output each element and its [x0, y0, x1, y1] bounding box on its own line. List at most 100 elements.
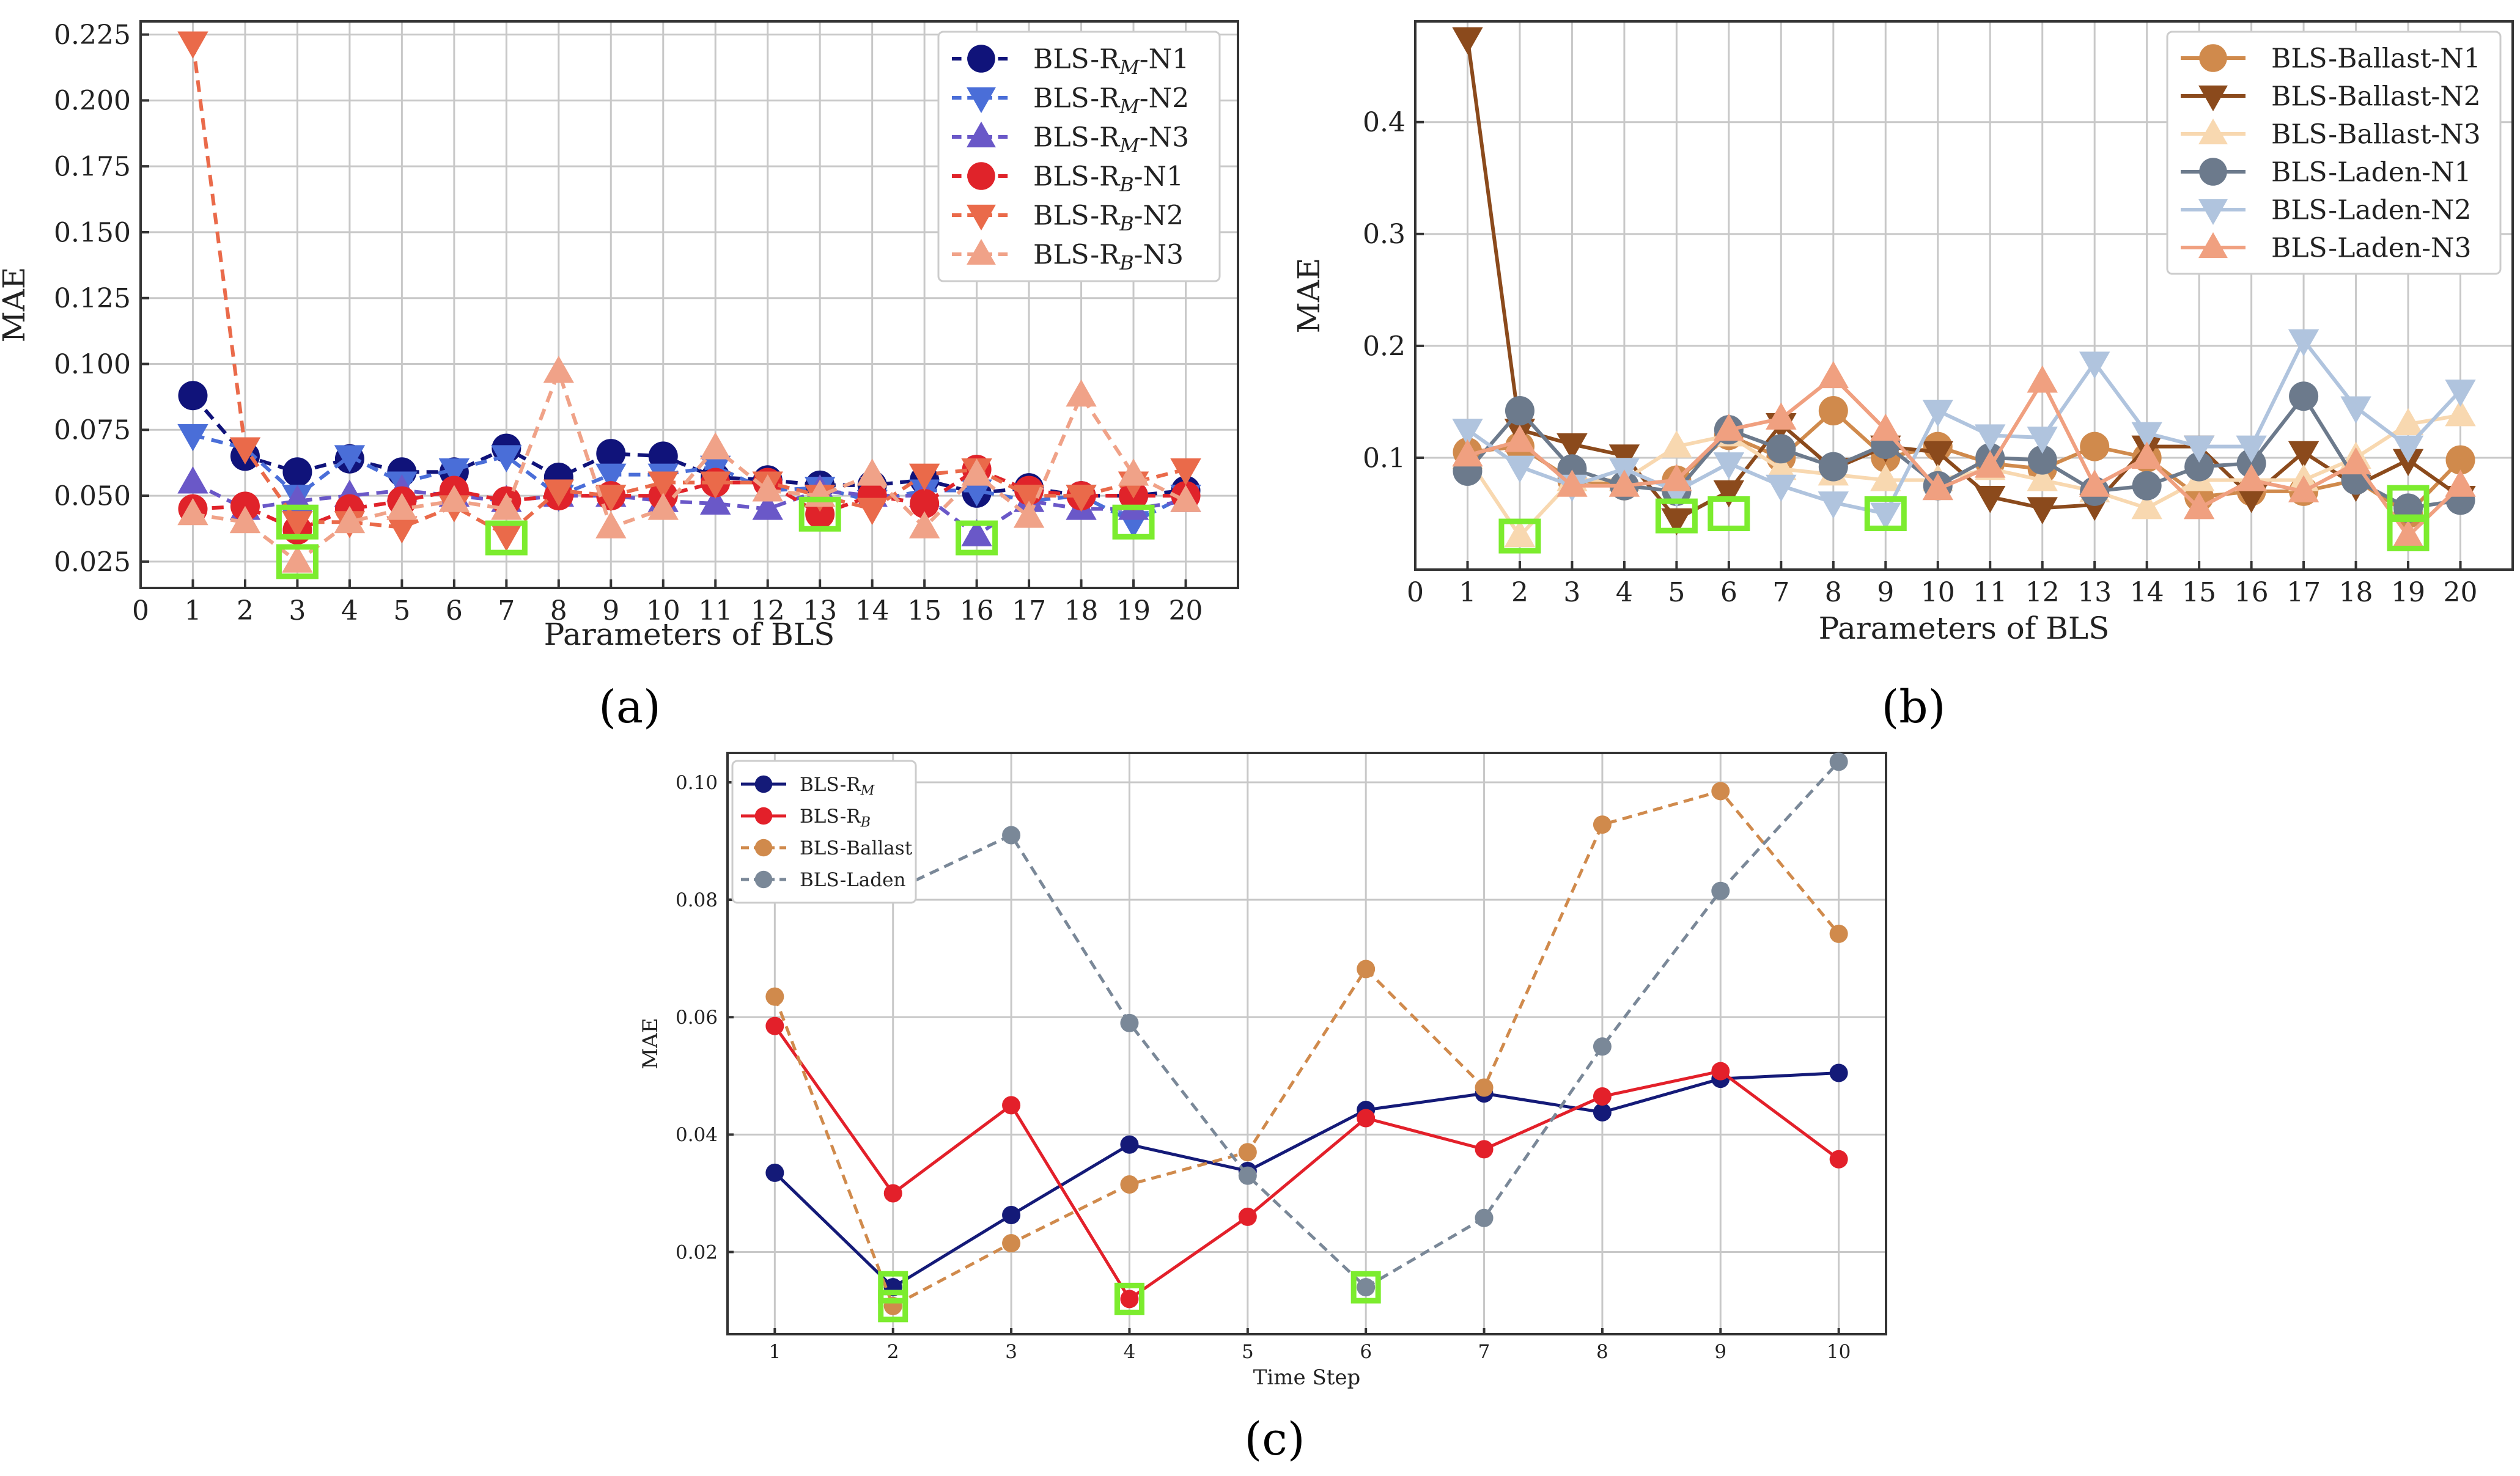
x-tick-label: 19 — [2391, 577, 2425, 608]
legend-swatch-marker — [754, 839, 773, 857]
x-tick-label: 3 — [289, 595, 306, 626]
x-tick-label: 10 — [1827, 1341, 1851, 1363]
x-axis-label: Parameters of BLS — [544, 617, 835, 652]
data-point — [752, 474, 783, 502]
x-tick-label: 9 — [602, 595, 619, 626]
y-tick-label: 0.100 — [54, 349, 131, 380]
data-point — [2288, 475, 2319, 502]
legend-entry-label: BLS-RB-N1 — [1033, 161, 1184, 196]
data-point — [491, 445, 522, 472]
data-point — [1013, 501, 1045, 528]
data-point — [765, 1016, 784, 1035]
x-tick-label: 17 — [2286, 577, 2321, 608]
x-tick-label: 2 — [887, 1341, 899, 1363]
x-tick-label: 12 — [751, 595, 785, 626]
data-point — [2079, 351, 2110, 379]
plot-area-frame — [139, 20, 1239, 589]
data-point — [2184, 452, 2214, 482]
data-point — [543, 479, 575, 507]
x-tick-label: 10 — [1921, 577, 1955, 608]
legend-frame — [731, 760, 917, 904]
x-tick-label: 0 — [132, 595, 149, 626]
data-point — [2445, 380, 2476, 407]
data-point — [177, 424, 208, 452]
x-axis-label: Parameters of BLS — [1819, 611, 2110, 646]
data-point — [1870, 413, 1901, 441]
panel-b-label: (b) — [1881, 681, 1945, 733]
x-tick-label: 8 — [1596, 1341, 1608, 1363]
data-point — [2131, 491, 2162, 520]
data-point — [1975, 486, 2006, 513]
legend: BLS-RM-N1 BLS-RM-N2 BLS-RM-N3 BLS-RB-N1 BLS-… — [937, 31, 1221, 282]
best-value-highlight — [2387, 516, 2430, 551]
series-line — [1467, 375, 2462, 538]
y-tick-label: 0.125 — [54, 283, 131, 314]
x-tick-label: 3 — [1563, 577, 1580, 608]
x-tick-label: 17 — [1012, 595, 1046, 626]
legend-swatch-marker — [2198, 199, 2228, 226]
best-value-highlight — [485, 520, 528, 556]
data-point — [1818, 452, 1848, 482]
data-point — [765, 987, 784, 1006]
legend-swatch-marker — [967, 204, 996, 231]
data-point — [1711, 881, 1730, 900]
legend-entry-label: BLS-RB-N2 — [1033, 200, 1184, 235]
legend-frame — [2166, 31, 2502, 275]
x-tick-label: 13 — [2077, 577, 2112, 608]
x-tick-label: 18 — [2339, 577, 2373, 608]
data-point — [1766, 434, 1796, 464]
data-point — [1013, 485, 1045, 512]
x-tick-label: 1 — [1459, 577, 1476, 608]
legend-swatch-marker — [2199, 158, 2227, 186]
data-point — [1475, 1208, 1494, 1227]
x-tick-label: 6 — [1360, 1341, 1372, 1363]
data-point — [1922, 400, 1953, 427]
best-value-highlight — [1655, 498, 1698, 534]
legend-entry-label: BLS-Laden-N2 — [2271, 194, 2472, 226]
legend-swatch-marker — [2198, 232, 2228, 259]
legend-swatch-marker — [2198, 118, 2228, 145]
data-point — [1557, 433, 1588, 461]
data-point — [1766, 402, 1797, 430]
data-point — [1002, 1096, 1021, 1115]
legend-swatch-marker — [967, 121, 996, 148]
data-point — [700, 471, 731, 499]
data-point — [1829, 752, 1848, 771]
data-point — [282, 545, 313, 573]
data-point — [334, 505, 366, 534]
data-point — [2445, 398, 2476, 427]
legend-entry-label: BLS-RB-N3 — [1033, 239, 1184, 274]
data-point — [1711, 1062, 1730, 1081]
x-tick-label: 0 — [1407, 577, 1424, 608]
x-tick-label: 13 — [803, 595, 837, 626]
data-point — [1170, 458, 1201, 486]
data-point — [1661, 430, 1692, 458]
data-point — [2027, 497, 2058, 524]
y-tick-label: 0.225 — [54, 20, 131, 51]
y-axis-label: MAE — [0, 267, 32, 343]
x-tick-label: 4 — [1616, 577, 1633, 608]
data-point — [1557, 469, 1588, 497]
data-point — [1829, 924, 1848, 943]
best-value-highlight — [1708, 496, 1750, 531]
x-tick-label: 14 — [2130, 577, 2164, 608]
legend-swatch-marker — [967, 162, 995, 190]
data-point — [595, 485, 627, 512]
data-point — [910, 489, 940, 519]
data-point — [857, 498, 888, 526]
data-point — [1608, 469, 1640, 497]
legend-swatch-marker — [754, 775, 773, 793]
data-point — [647, 471, 679, 499]
series-line — [193, 370, 1187, 564]
data-point — [1238, 1166, 1257, 1185]
data-point — [1713, 413, 1745, 441]
legend-swatch-marker — [2198, 85, 2228, 112]
data-point — [2340, 447, 2371, 475]
best-value-highlight — [1114, 1282, 1144, 1315]
x-tick-label: 7 — [1772, 577, 1789, 608]
legend-swatch-marker — [967, 45, 995, 73]
data-point — [2183, 435, 2215, 463]
data-point — [908, 463, 940, 491]
legend-swatch-marker — [2199, 44, 2227, 72]
data-point — [1975, 424, 2006, 452]
